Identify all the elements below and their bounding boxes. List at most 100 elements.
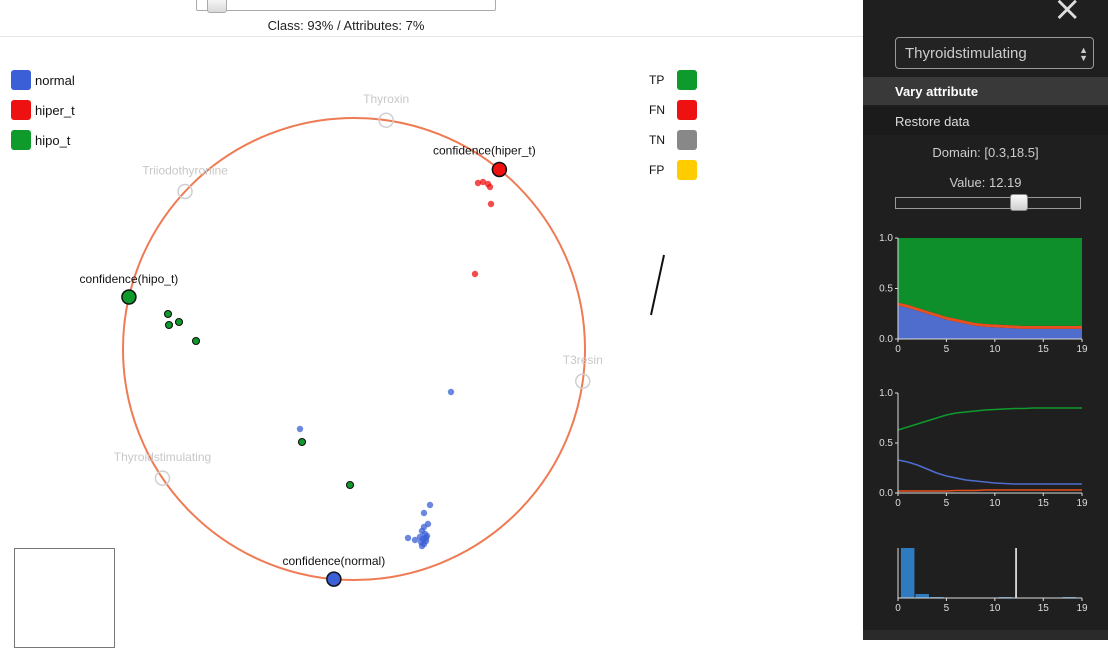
x-tick-label: 19 [1076, 603, 1088, 614]
data-point [191, 336, 201, 346]
domain-text: Domain: [0.3,18.5] [932, 145, 1039, 160]
legend-label-tn: TN [649, 133, 665, 147]
data-point [447, 388, 455, 396]
x-tick-label: 10 [989, 498, 1001, 509]
y-tick-label: 0.5 [879, 284, 893, 295]
legend-item-normal[interactable]: normal [11, 70, 75, 90]
x-tick-label: 15 [1038, 344, 1050, 355]
value-slider[interactable] [895, 194, 1081, 211]
close-icon[interactable]: × [1053, 0, 1082, 29]
legend-item-hiper-t[interactable]: hiper_t [11, 100, 75, 120]
x-tick-label: 15 [1038, 498, 1050, 509]
x-tick-label: 10 [989, 603, 1001, 614]
data-point [345, 480, 355, 490]
attribute-anchor-label: Thyroxin [363, 92, 409, 106]
legend-label-fn: FN [649, 103, 665, 117]
direction-indicator [650, 254, 665, 316]
data-point [163, 309, 173, 319]
select-arrows-icon: ▲ ▼ [1079, 45, 1088, 63]
legend-label-normal: normal [35, 72, 75, 88]
class-anchor-label: confidence(hiper_t) [433, 143, 536, 157]
weight-bar: Class: 93% / Attributes: 7% [0, 0, 863, 37]
hiper-t-swatch [11, 100, 31, 120]
data-point [297, 437, 307, 447]
restore-data-button[interactable]: Restore data [863, 107, 1108, 135]
side-panel: × Thyroidstimulating ▲ ▼ Vary attribute R… [863, 0, 1108, 640]
legend-item-tn[interactable]: TN [649, 130, 697, 150]
histogram-bar [900, 548, 915, 598]
area-series [898, 305, 1082, 339]
tp-swatch [677, 70, 697, 90]
x-tick-label: 0 [895, 603, 901, 614]
y-tick-label: 1.0 [879, 388, 893, 399]
fn-swatch [677, 100, 697, 120]
attribute-anchor [154, 470, 171, 486]
data-point [486, 183, 494, 191]
class-anchor-label: confidence(hipo_t) [80, 272, 179, 286]
x-tick-label: 5 [944, 498, 950, 509]
line-series [897, 459, 1082, 485]
x-tick-label: 5 [944, 603, 950, 614]
class-anchor-label: confidence(normal) [283, 554, 386, 568]
y-tick-label: 0.0 [879, 334, 893, 345]
tn-swatch [677, 130, 697, 150]
attribute-anchor [378, 112, 394, 128]
panel-footer [863, 630, 1108, 640]
attribute-anchor-label: T3resin [563, 353, 603, 367]
data-point [487, 200, 495, 208]
class-anchor-hiper_t [491, 161, 508, 178]
x-tick-label: 0 [895, 344, 901, 355]
legend-item-hipo-t[interactable]: hipo_t [11, 130, 70, 150]
legend-item-fn[interactable]: FN [649, 100, 697, 120]
data-point [420, 509, 428, 517]
attribute-anchor [177, 183, 193, 200]
attribute-select[interactable]: Thyroidstimulating ▲ ▼ [895, 37, 1094, 69]
class-attribute-weight-slider[interactable] [196, 0, 496, 13]
legend-label-fp: FP [649, 163, 665, 177]
histogram-bar [915, 594, 929, 598]
legend-label-hipo-t: hipo_t [35, 132, 71, 148]
radviz-plot[interactable]: Thyroxin Triiodothyronine T3resin Thyroidst… [0, 0, 863, 640]
y-tick-label: 0.0 [879, 488, 893, 499]
line-series [898, 489, 1082, 492]
y-tick-label: 0.5 [879, 438, 893, 449]
line-series [897, 407, 1082, 431]
attribute-select-value: Thyroidstimulating [905, 44, 1027, 62]
value-slider-thumb[interactable] [1010, 194, 1028, 211]
legend-label-hiper-t: hiper_t [35, 102, 75, 118]
area-series [898, 238, 1082, 326]
minimap-box [14, 548, 115, 648]
data-point [164, 320, 174, 330]
data-point [426, 501, 434, 509]
data-point [411, 536, 419, 544]
data-point [296, 425, 304, 433]
fp-swatch [677, 160, 697, 180]
x-tick-label: 0 [895, 498, 901, 509]
y-tick-label: 1.0 [879, 233, 893, 244]
x-tick-label: 5 [944, 344, 950, 355]
radviz-circle [122, 117, 586, 581]
legend-item-tp[interactable]: TP [649, 70, 697, 90]
value-text: Value: 12.19 [949, 175, 1022, 190]
weight-slider-thumb[interactable] [207, 0, 227, 13]
main-canvas: Class: 93% / Attributes: 7% Thyroxin Trii… [0, 0, 863, 648]
x-tick-label: 15 [1038, 603, 1050, 614]
data-point [471, 270, 479, 278]
x-tick-label: 10 [989, 344, 1001, 355]
hipo-t-swatch [11, 130, 31, 150]
weight-label: Class: 93% / Attributes: 7% [267, 18, 425, 33]
legend-item-fp[interactable]: FP [649, 160, 697, 180]
data-point [474, 179, 482, 187]
attribute-anchor-label: Thyroidstimulating [114, 450, 211, 464]
attribute-anchor-label: Triiodothyronine [142, 163, 228, 177]
area-series [898, 302, 1082, 329]
data-point [404, 534, 412, 542]
data-point [479, 178, 487, 186]
normal-swatch [11, 70, 31, 90]
data-point [174, 317, 184, 327]
data-point [422, 534, 430, 542]
x-tick-label: 19 [1076, 498, 1088, 509]
vary-attribute-button[interactable]: Vary attribute [863, 77, 1108, 105]
class-anchor-hipo_t [121, 289, 137, 305]
class-anchor-normal [326, 571, 342, 587]
